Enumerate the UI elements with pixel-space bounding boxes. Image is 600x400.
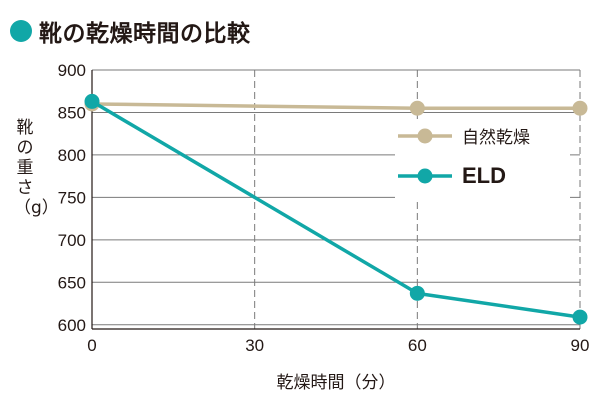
data-point-0 [572,100,588,116]
x-axis-label: 乾燥時間（分） [277,373,396,393]
y-tick-label: 650 [58,273,86,292]
y-tick-label: 750 [58,188,86,207]
y-tick-label: 700 [58,231,86,250]
chart-title-text: 靴の乾燥時間の比較 [39,21,251,47]
y-tick-label: 900 [58,61,86,80]
y-tick-label: 850 [58,103,86,122]
data-point-0 [409,100,425,116]
x-tick-label: 30 [245,336,264,355]
chart-title: 靴の乾燥時間の比較 [10,14,251,48]
data-point-1 [409,285,425,301]
x-tick-label: 0 [87,336,96,355]
data-point-1 [84,93,100,109]
x-tick-label: 60 [408,336,427,355]
series-line-0 [91,102,580,110]
x-tick-label: 90 [571,336,590,355]
legend-label-0: 自然乾燥 [462,128,530,148]
title-bullet-icon [10,20,32,42]
legend-label-1: ELD [462,163,506,188]
y-tick-label: 600 [58,316,86,335]
legend-marker-1 [417,168,433,184]
data-point-1 [572,309,588,325]
y-tick-label: 800 [58,146,86,165]
legend-marker-0 [417,128,433,144]
